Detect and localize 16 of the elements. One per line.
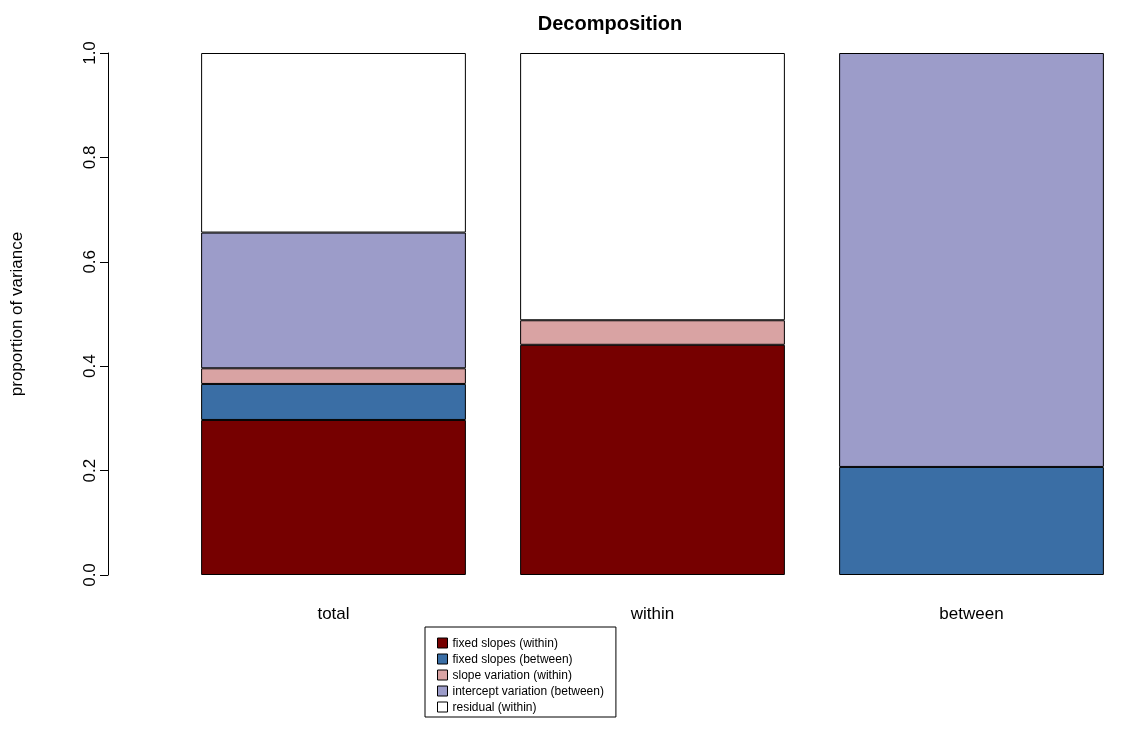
x-tick-label: total — [317, 604, 350, 623]
y-tick-label: 0.2 — [80, 458, 99, 483]
legend-label: fixed slopes (between) — [452, 652, 573, 666]
y-tick-label: 0.4 — [80, 354, 99, 379]
legend-label: slope variation (within) — [452, 668, 572, 682]
y-tick-label: 0.0 — [80, 563, 99, 587]
x-tick-label: within — [629, 604, 675, 623]
legend-label: fixed slopes (within) — [452, 636, 558, 650]
legend-label: intercept variation (between) — [452, 684, 604, 698]
legend-label: residual (within) — [452, 700, 537, 714]
y-tick-label: 1.0 — [80, 41, 99, 65]
y-axis-title: proportion of variance — [7, 231, 26, 397]
y-tick-label: 0.6 — [80, 249, 99, 274]
x-tick-label: between — [939, 604, 1004, 623]
chart-title: Decomposition — [537, 12, 683, 34]
y-tick-label: 0.8 — [80, 145, 99, 170]
